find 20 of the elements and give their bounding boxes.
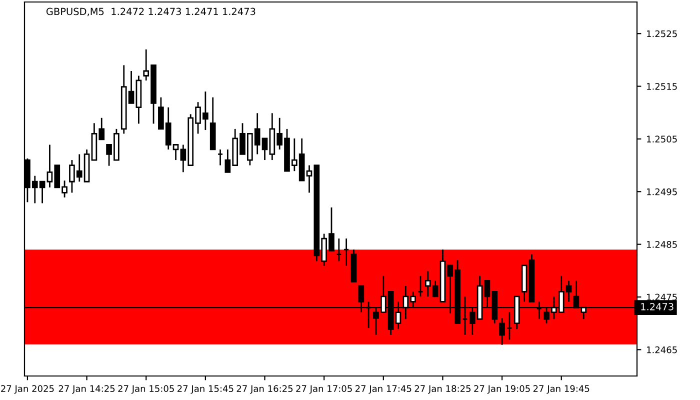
x-tick-label: 27 Jan 16:25 bbox=[236, 385, 293, 394]
y-tick-label: 1.2515 bbox=[647, 83, 677, 90]
x-tick-label: 27 Jan 15:05 bbox=[118, 385, 174, 394]
x-tick-label: 27 Jan 17:05 bbox=[296, 385, 352, 394]
ref-line-label: 1.2473 bbox=[641, 302, 674, 310]
x-tick-label: 27 Jan 17:45 bbox=[355, 385, 412, 394]
y-tick-label: 1.2525 bbox=[647, 30, 677, 38]
y-tick-label: 1.2475 bbox=[647, 294, 677, 301]
y-tick-label: 1.2505 bbox=[647, 136, 677, 143]
x-tick-label: 27 Jan 19:45 bbox=[533, 385, 590, 394]
y-tick-label: 1.2465 bbox=[647, 346, 677, 354]
text: GBPUSD,M5 1.2472 1.2473 1.2471 1.2473 bbox=[46, 8, 256, 16]
x-tick-label: 27 Jan 19:05 bbox=[474, 385, 530, 394]
y-tick-label: 1.2485 bbox=[647, 241, 677, 248]
y-tick-label: 1.2495 bbox=[647, 188, 677, 196]
x-tick-label: 27 Jan 18:25 bbox=[414, 385, 471, 394]
x-tick-label: 27 Jan 15:45 bbox=[178, 385, 234, 394]
x-tick-label: 27 Jan 14:25 bbox=[58, 385, 115, 394]
candlestick bbox=[499, 317, 505, 346]
x-tick-label: 27 Jan 2025 bbox=[1, 385, 54, 394]
